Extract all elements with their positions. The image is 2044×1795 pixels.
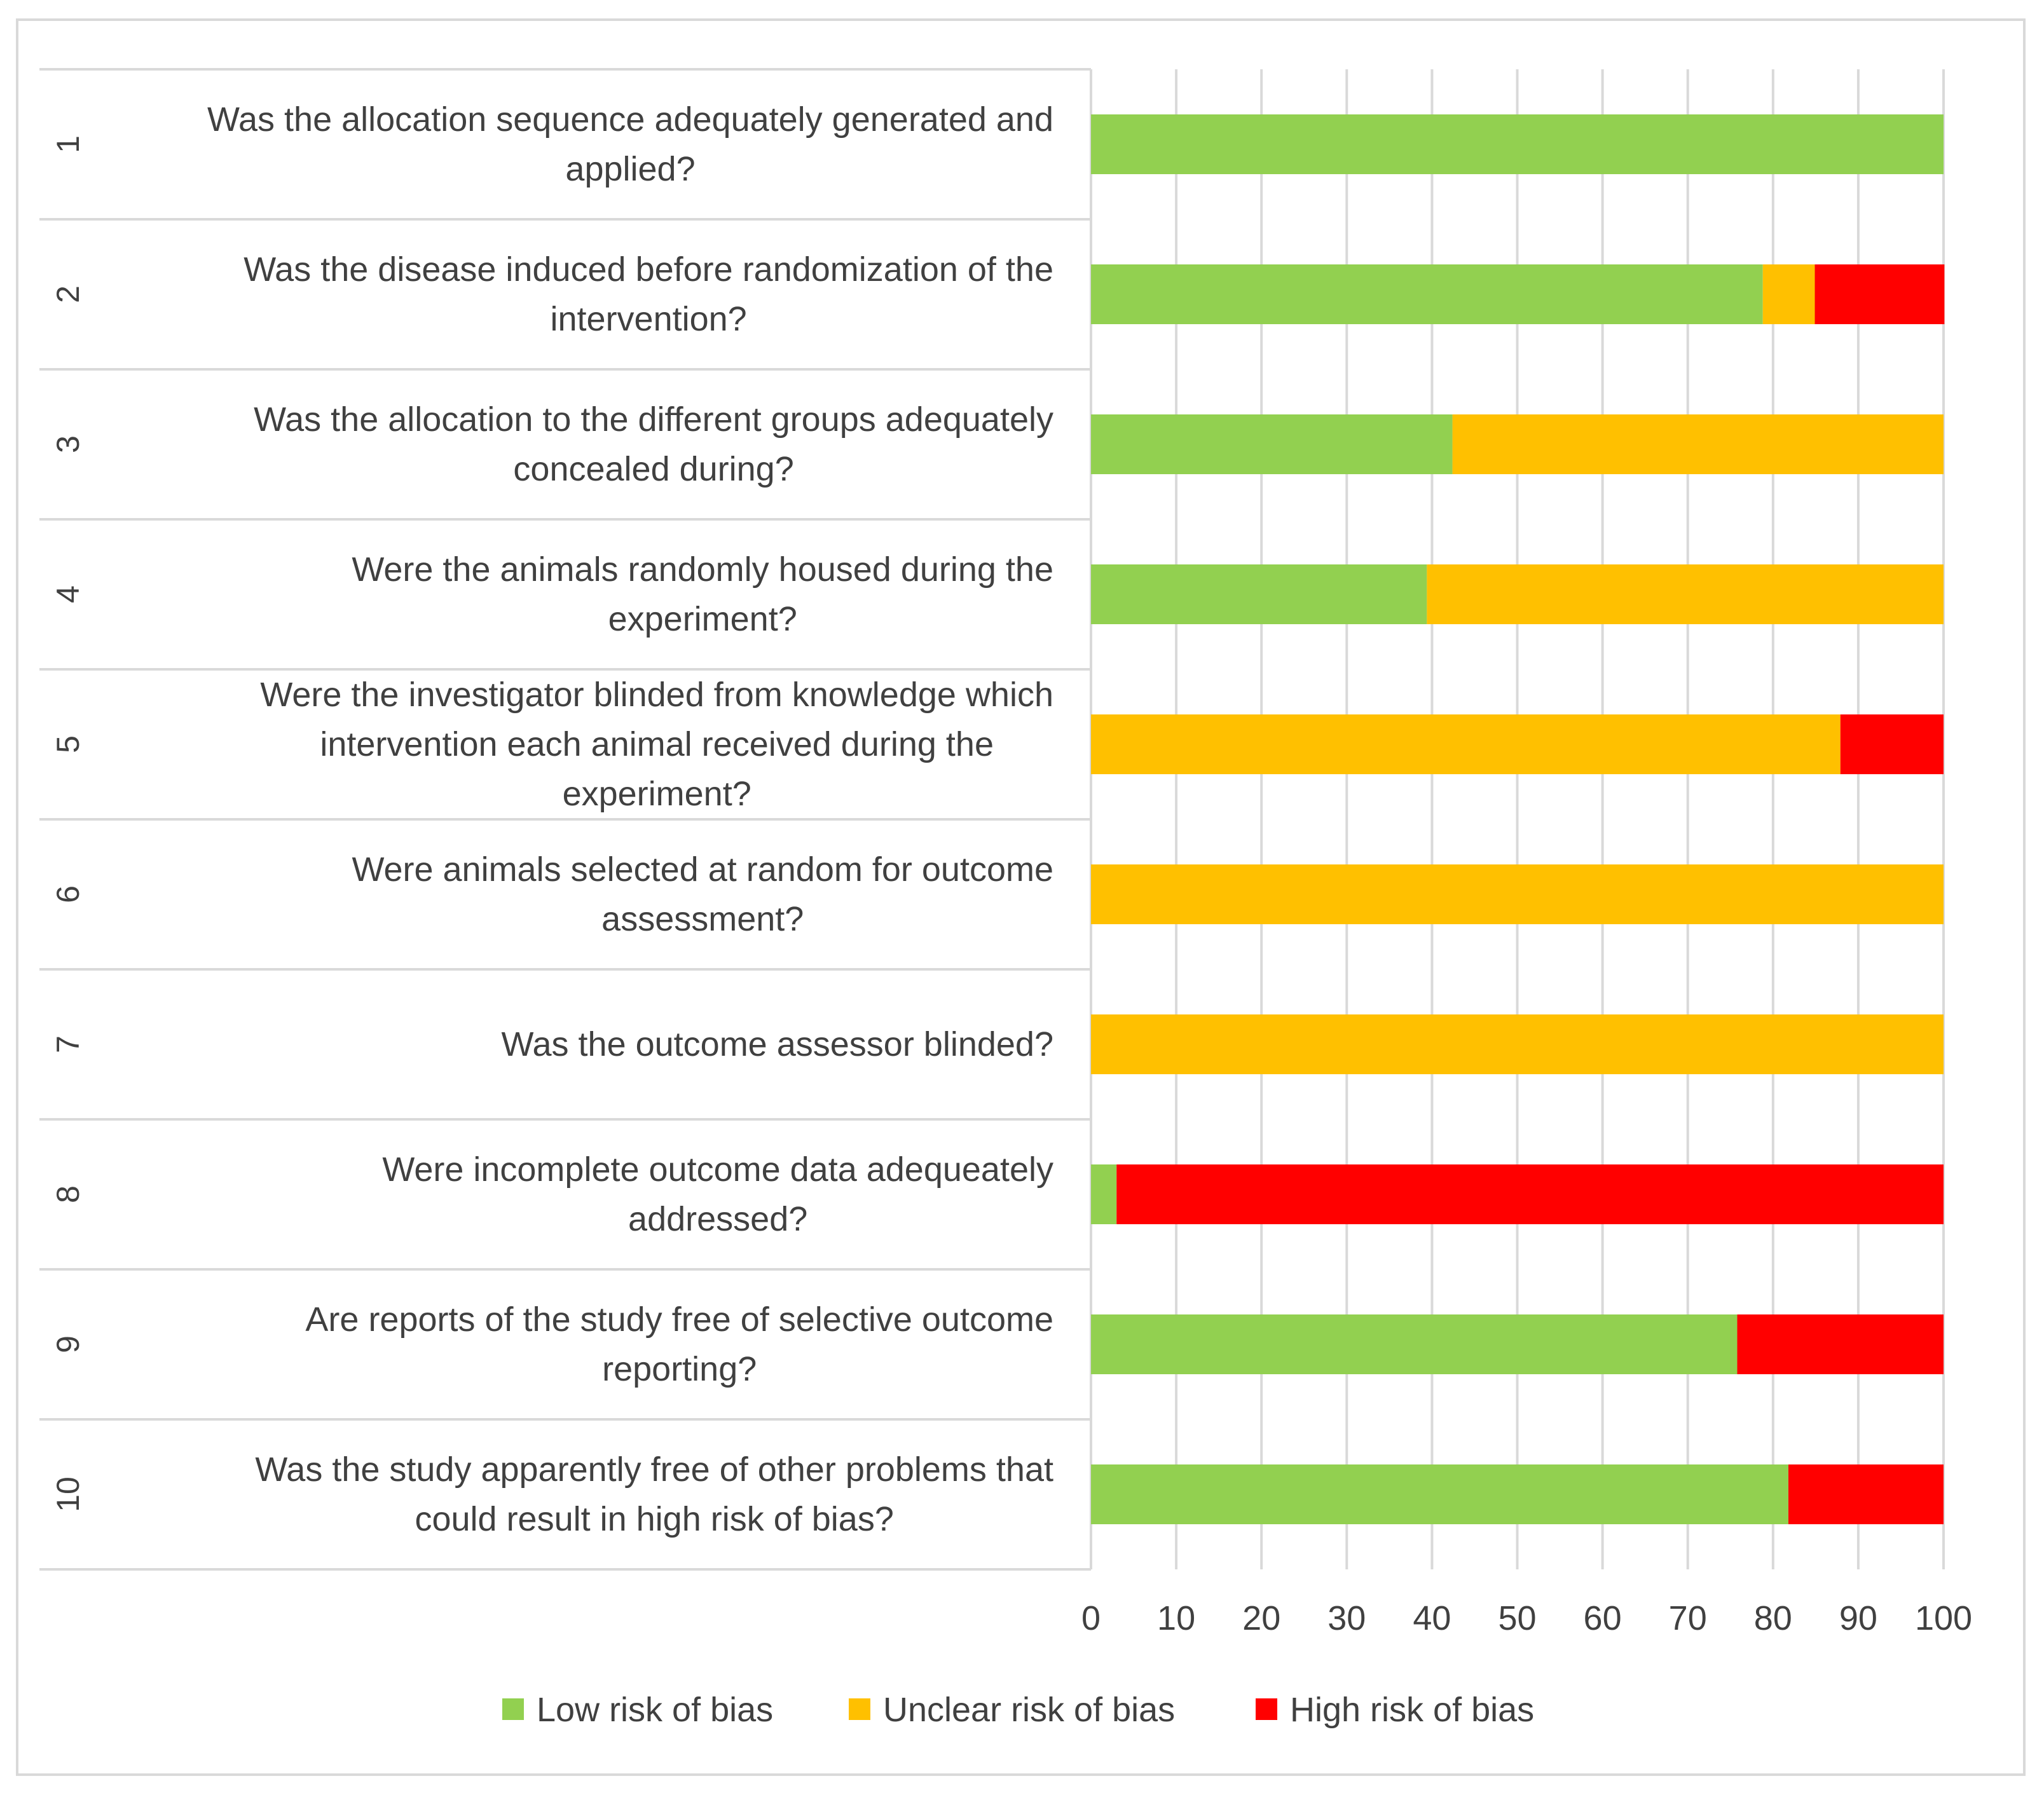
legend: Low risk of bias Unclear risk of bias High… [502,1691,1534,1729]
x-tick-label: 60 [1584,1599,1622,1637]
x-tick-label: 50 [1498,1599,1536,1637]
bar-segment-unclear-risk-of-bias [1762,264,1815,324]
bar-segment-high-risk-of-bias [1116,1164,1944,1224]
bar-segment-low-risk-of-bias [1091,1464,1788,1524]
question-label-line: applied? [565,150,695,188]
bar-segment-low-risk-of-bias [1091,114,1944,174]
row-number: 3 [50,435,86,453]
question-label-line: Was the allocation sequence adequately g… [207,100,1053,139]
legend-label: Unclear risk of bias [883,1691,1175,1729]
row-number: 2 [50,285,86,303]
question-label-line: Were the animals randomly housed during … [352,550,1053,589]
row-number: 10 [50,1477,86,1512]
category-row: 9 Are reports of the study free of select… [50,1300,1053,1388]
category-row: 2 Was the disease induced before randomiz… [50,250,1053,338]
category-row: 6 Were animals selected at random for out… [50,850,1053,938]
legend-swatch [849,1698,870,1720]
question-label-line: concealed during? [513,450,793,488]
question-label-line: intervention each animal received during… [320,725,994,763]
question-label-line: Was the disease induced before randomiza… [243,250,1053,289]
question-label-line: experiment? [563,775,751,813]
question-label-line: Are reports of the study free of selecti… [305,1300,1053,1339]
bars [1091,114,1945,1524]
x-tick-label: 40 [1413,1599,1451,1637]
bar-segment-high-risk-of-bias [1814,264,1945,324]
category-row: 10 Was the study apparently free of other… [50,1450,1053,1538]
row-number: 9 [50,1335,86,1353]
legend-item: High risk of bias [1256,1691,1534,1729]
legend-swatch [1256,1698,1277,1720]
bar-segment-unclear-risk-of-bias [1091,1014,1944,1074]
category-row: 8 Were incomplete outcome data adequeatel… [50,1150,1053,1238]
legend-item: Unclear risk of bias [849,1691,1175,1729]
bar-segment-unclear-risk-of-bias [1427,564,1944,624]
category-row: 1 Was the allocation sequence adequately … [50,100,1053,188]
category-row: 7 Was the outcome assessor blinded? [50,1025,1053,1063]
bar-segment-low-risk-of-bias [1091,1164,1117,1224]
x-tick-label: 20 [1242,1599,1280,1637]
x-tick-label: 90 [1839,1599,1877,1637]
question-label-line: Was the outcome assessor blinded? [502,1025,1053,1063]
question-label-line: Was the allocation to the different grou… [254,400,1053,439]
bar-segment-unclear-risk-of-bias [1091,714,1841,774]
legend-item: Low risk of bias [502,1691,773,1729]
bar-segment-unclear-risk-of-bias [1452,414,1944,474]
category-row: 5 Were the investigator blinded from know… [50,676,1053,813]
question-label-line: Were the investigator blinded from knowl… [260,676,1053,714]
bar-segment-low-risk-of-bias [1091,414,1453,474]
row-number: 1 [50,135,86,153]
question-label-line: reporting? [602,1350,757,1388]
category-rows: 1 Was the allocation sequence adequately … [39,68,1092,1571]
bar-segment-high-risk-of-bias [1840,714,1944,774]
row-number: 8 [50,1185,86,1203]
x-tick-label: 30 [1327,1599,1366,1637]
question-label-line: could result in high risk of bias? [415,1500,893,1538]
x-tick-label: 80 [1754,1599,1792,1637]
question-label-line: Was the study apparently free of other p… [255,1450,1053,1489]
question-label-line: experiment? [608,600,797,638]
row-number: 7 [50,1035,86,1053]
bar-segment-low-risk-of-bias [1091,1314,1738,1374]
row-number: 6 [50,885,86,903]
question-label-line: Were animals selected at random for outc… [352,850,1053,889]
row-number: 5 [50,735,86,753]
question-label-line: assessment? [601,900,804,938]
question-label-line: Were incomplete outcome data adequeately [382,1150,1053,1189]
bar-segment-high-risk-of-bias [1788,1464,1944,1524]
bar-segment-low-risk-of-bias [1091,564,1427,624]
x-axis-ticks: 0 10 20 30 40 50 60 70 80 90 100 [1081,1599,1972,1637]
question-label-line: intervention? [551,300,747,338]
bar-segment-unclear-risk-of-bias [1091,864,1944,924]
category-row: 3 Was the allocation to the different gro… [50,400,1053,488]
legend-label: Low risk of bias [537,1691,773,1729]
legend-swatch [502,1698,524,1720]
row-number: 4 [50,585,86,603]
question-label-line: addressed? [628,1200,807,1238]
x-tick-label: 100 [1915,1599,1972,1637]
bar-segment-low-risk-of-bias [1091,264,1763,324]
bar-segment-high-risk-of-bias [1737,1314,1944,1374]
x-tick-label: 0 [1081,1599,1101,1637]
legend-label: High risk of bias [1290,1691,1534,1729]
x-tick-label: 70 [1669,1599,1707,1637]
x-tick-label: 10 [1157,1599,1195,1637]
category-row: 4 Were the animals randomly housed during… [50,550,1053,638]
